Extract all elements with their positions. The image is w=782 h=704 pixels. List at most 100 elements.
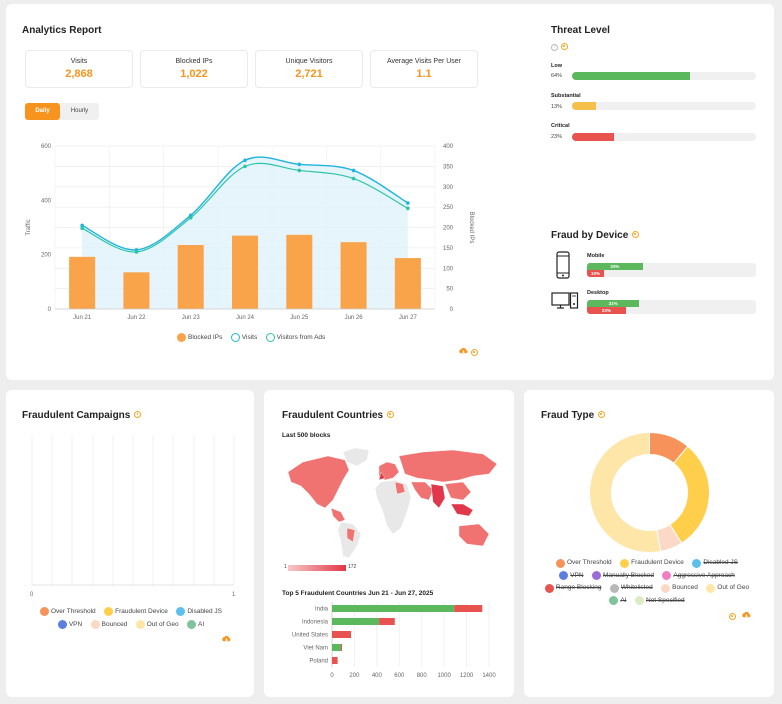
info-icon[interactable] xyxy=(598,410,606,418)
toggle-hourly[interactable]: Hourly xyxy=(60,103,99,120)
donut-slice xyxy=(669,445,710,544)
legend-label: Over Threshold xyxy=(566,559,612,566)
legend-item[interactable]: VPN xyxy=(559,570,584,582)
donut-slice xyxy=(589,432,662,553)
top-countries-title: Top 5 Fraudulent Countries Jun 21 - Jun … xyxy=(282,590,434,597)
point-visitors-from-ads xyxy=(80,226,84,231)
legend-item[interactable]: AI xyxy=(609,595,627,607)
country-bar-red xyxy=(332,631,352,638)
visits-area xyxy=(82,157,408,309)
legend-item[interactable]: Manually Blocked xyxy=(591,570,654,582)
legend-label: Range Blocking xyxy=(555,584,602,591)
download-icon[interactable] xyxy=(459,347,468,356)
legend-item[interactable]: Out of Geo xyxy=(135,618,179,631)
info-icon[interactable] xyxy=(387,410,395,418)
legend-item[interactable]: Bounced xyxy=(661,582,698,594)
campaigns-title-text: Fraudulent Campaigns xyxy=(22,410,131,421)
legend-item[interactable]: Whitelisted xyxy=(609,582,653,594)
y2-tick-label: 0 xyxy=(450,307,454,313)
device-desktop-bar: 31% 23% xyxy=(587,300,756,314)
stat-value: 2,868 xyxy=(65,68,93,80)
country-label: Viet Nam xyxy=(303,646,328,652)
point-visits xyxy=(351,168,356,173)
legend-swatch xyxy=(609,583,619,593)
legend-item[interactable]: Not Specified xyxy=(634,595,685,607)
legend-item[interactable]: Disabled JS xyxy=(692,557,738,569)
legend-swatch xyxy=(265,333,275,342)
legend-label: Fraudulent Device xyxy=(115,608,168,615)
legend-label: Bounced xyxy=(672,584,698,591)
legend-swatch xyxy=(187,620,197,629)
legend-label: Bounced xyxy=(101,621,128,628)
legend-blocked-ips[interactable]: Blocked IPs xyxy=(177,333,222,342)
threat-critical-bar xyxy=(572,133,756,141)
info-icon[interactable] xyxy=(632,230,640,238)
country-label: United States xyxy=(292,633,328,639)
country-bar-green xyxy=(332,618,380,625)
legend-item[interactable]: Fraudulent Device xyxy=(104,605,168,618)
analytics-title: Analytics Report xyxy=(22,25,102,36)
x-tick-label: 200 xyxy=(349,673,360,679)
legend-label: Out of Geo xyxy=(146,621,179,628)
bar-blocked-ips xyxy=(394,258,421,309)
threat-icons: ? xyxy=(551,39,568,57)
map-scale-max: 172 xyxy=(348,564,357,570)
legend-swatch xyxy=(706,583,716,593)
device-desktop-label: Desktop xyxy=(587,290,609,296)
threat-critical-label: Critical xyxy=(551,123,570,129)
legend-swatch xyxy=(634,596,644,605)
x-tick-label: 600 xyxy=(394,673,405,679)
point-visitors-from-ads xyxy=(351,176,356,181)
map-scale-bar xyxy=(288,565,346,571)
device-mobile-bar: 33% 10% xyxy=(587,263,756,277)
legend-item[interactable]: Disabled JS xyxy=(176,605,222,618)
legend-swatch xyxy=(104,607,114,616)
map-scale-min: 1 xyxy=(284,564,287,570)
legend-label: AI xyxy=(198,621,205,628)
y2-axis-title: Blocked IPs xyxy=(468,212,474,244)
legend-swatch xyxy=(230,333,240,342)
countries-title: Fraudulent Countries xyxy=(282,410,395,421)
legend-item[interactable]: Fraudulent Device xyxy=(620,557,684,569)
legend-swatch xyxy=(591,571,601,580)
info-icon[interactable] xyxy=(134,410,142,418)
legend-swatch xyxy=(692,558,702,568)
device-desktop-green: 31% xyxy=(587,300,640,307)
stat-label: Average Visits Per User xyxy=(386,58,462,65)
legend-swatch xyxy=(135,620,145,629)
help-icon[interactable]: ? xyxy=(551,44,558,52)
legend-item[interactable]: Bounced xyxy=(90,618,128,631)
bar-blocked-ips xyxy=(231,235,259,309)
x-tick-label: Jun 25 xyxy=(290,315,309,321)
threat-substantial-label: Substantial xyxy=(551,93,581,99)
x-tick-label: Jun 22 xyxy=(127,315,146,321)
toggle-daily[interactable]: Daily xyxy=(25,103,60,120)
legend-item[interactable]: Out of Geo xyxy=(706,582,749,594)
download-icon[interactable] xyxy=(742,611,751,620)
desktop-icon xyxy=(551,292,579,309)
legend-swatch xyxy=(176,607,186,616)
legend-label: VPN xyxy=(68,621,83,628)
legend-item[interactable]: Range Blocking xyxy=(544,582,602,594)
legend-item[interactable]: AI xyxy=(187,618,204,631)
legend-item[interactable]: Over Threshold xyxy=(555,557,612,569)
stat-blocked-ips: Blocked IPs 1,022 xyxy=(140,50,248,88)
legend-label: Out of Geo xyxy=(717,584,750,591)
legend-item[interactable]: Aggressive Approach xyxy=(662,570,735,582)
legend-item[interactable]: Over Threshold xyxy=(39,605,96,618)
y2-tick-label: 300 xyxy=(443,185,454,191)
legend-item[interactable]: VPN xyxy=(57,618,83,631)
y-tick-label: 400 xyxy=(41,198,52,204)
legend-swatch xyxy=(544,583,554,593)
legend-visits[interactable]: Visits xyxy=(230,333,257,342)
download-icon[interactable] xyxy=(222,635,231,644)
point-visitors-from-ads xyxy=(297,168,302,173)
threat-critical-fill xyxy=(572,133,615,141)
legend-label: Disabled JS xyxy=(703,559,739,566)
info-icon[interactable] xyxy=(471,349,478,356)
country-label: Indonesia xyxy=(302,620,329,626)
country-bar-red xyxy=(454,605,483,612)
info-icon[interactable] xyxy=(729,613,736,620)
legend-visitors-ads[interactable]: Visitors from Ads xyxy=(265,333,325,342)
info-icon[interactable] xyxy=(561,43,568,51)
